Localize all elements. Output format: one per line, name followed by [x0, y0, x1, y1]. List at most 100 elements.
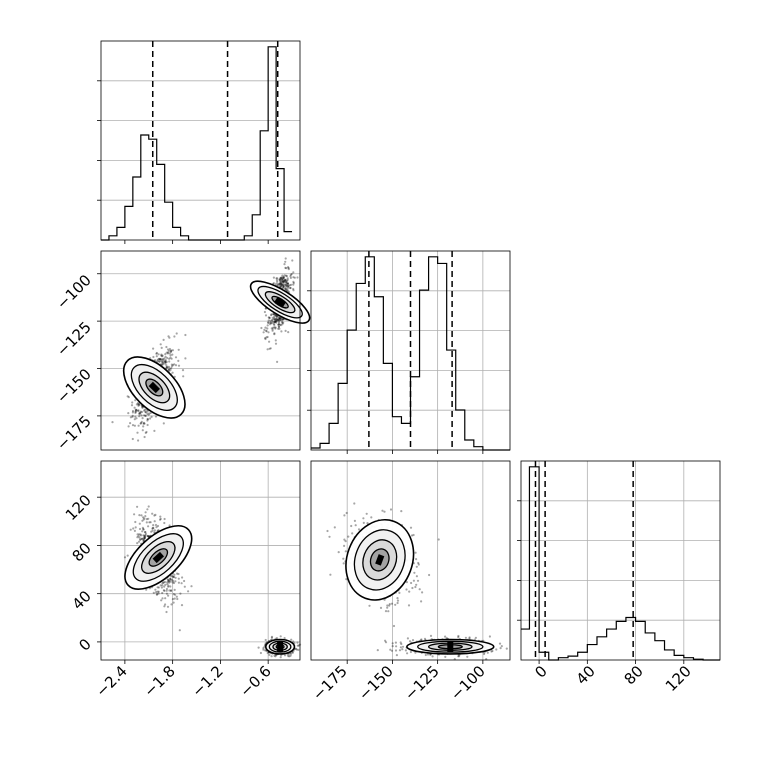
scatter-point	[421, 591, 424, 594]
scatter-point	[390, 649, 394, 652]
scatter-point	[272, 312, 275, 316]
scatter-point	[149, 417, 152, 420]
scatter-point	[168, 367, 171, 370]
scatter-point	[152, 591, 155, 594]
scatter-point	[145, 518, 148, 521]
scatter-point	[491, 649, 494, 653]
scatter-point	[381, 509, 384, 512]
scatter-point	[272, 282, 275, 285]
scatter-point	[287, 331, 290, 334]
scatter-point	[127, 396, 130, 399]
scatter-point	[405, 588, 408, 591]
scatter-point	[284, 278, 287, 281]
scatter-point	[161, 354, 164, 357]
scatter-point	[181, 369, 185, 372]
scatter-point	[143, 409, 146, 412]
scatter-point	[168, 357, 171, 360]
scatter-point	[266, 335, 269, 339]
scatter-point	[160, 363, 163, 366]
x-vs-z-frame	[100, 460, 301, 661]
scatter-point	[162, 360, 165, 363]
density-contours	[345, 519, 415, 601]
scatter-point	[131, 415, 134, 418]
scatter-point	[133, 513, 136, 516]
scatter-point	[169, 578, 172, 581]
scatter-point	[177, 581, 180, 584]
scatter-point	[282, 285, 285, 288]
scatter-point	[138, 412, 141, 415]
scatter-point	[445, 637, 448, 640]
scatter-point	[353, 502, 356, 505]
scatter-point	[167, 579, 171, 582]
scatter-point	[158, 357, 161, 360]
scatter-point	[277, 319, 280, 322]
scatter-point	[163, 357, 166, 360]
scatter-point	[164, 361, 167, 364]
scatter-point	[296, 276, 299, 279]
scatter-point	[483, 652, 486, 656]
scatter-point	[272, 318, 275, 321]
scatter-point	[173, 335, 176, 338]
histogram-step	[101, 46, 293, 241]
scatter-point	[296, 644, 299, 647]
scatter-point	[160, 359, 163, 362]
scatter-point	[350, 524, 353, 528]
scatter-point	[278, 283, 281, 286]
scatter-point	[142, 425, 145, 428]
scatter-point	[273, 313, 276, 316]
scatter-point	[149, 521, 152, 524]
scatter-point	[144, 532, 147, 536]
scatter-point	[177, 577, 180, 580]
scatter-point	[283, 654, 287, 657]
scatter-point	[139, 422, 142, 425]
scatter-point	[267, 331, 270, 334]
scatter-point	[283, 280, 286, 283]
scatter-point	[151, 512, 154, 515]
scatter-point	[291, 651, 294, 654]
scatter-point	[169, 350, 172, 354]
scatter-point	[138, 536, 141, 539]
scatter-point	[270, 635, 274, 638]
scatter-point	[178, 629, 181, 632]
scatter-point	[412, 579, 415, 582]
scatter-point	[131, 437, 134, 441]
density-contours	[124, 525, 193, 590]
scatter-point	[144, 414, 147, 417]
scatter-point	[135, 403, 138, 406]
scatter-point	[150, 415, 153, 418]
scatter-point	[414, 551, 417, 554]
y-vs-z-frame	[310, 460, 511, 661]
scatter-point	[162, 422, 165, 425]
scatter-point	[344, 540, 347, 543]
scatter-point	[162, 338, 165, 341]
scatter-point	[151, 526, 155, 529]
scatter-point	[166, 348, 170, 351]
scatter-point	[172, 575, 175, 579]
scatter-point	[282, 286, 285, 289]
scatter-point	[418, 588, 421, 591]
scatter-point	[295, 648, 298, 651]
scatter-point	[376, 649, 379, 652]
scatter-point	[388, 604, 391, 607]
scatter-point	[269, 321, 272, 325]
scatter-point	[266, 321, 270, 324]
scatter-point	[138, 522, 141, 525]
scatter-point	[285, 275, 288, 278]
scatter-point	[391, 645, 394, 648]
scatter-point	[277, 323, 280, 326]
scatter-point	[271, 329, 274, 332]
scatter-point	[157, 353, 160, 356]
scatter-point	[169, 369, 172, 372]
scatter-point	[401, 645, 405, 648]
scatter-point	[273, 326, 276, 329]
scatter-point	[415, 558, 418, 561]
scatter-point	[161, 584, 164, 587]
scatter-point	[271, 320, 274, 323]
scatter-point	[161, 582, 164, 585]
scatter-point	[167, 580, 170, 583]
scatter-point	[292, 271, 295, 274]
scatter-point	[168, 589, 171, 592]
scatter-point	[169, 577, 172, 581]
scatter-point	[294, 647, 297, 651]
scatter-point	[156, 359, 159, 362]
